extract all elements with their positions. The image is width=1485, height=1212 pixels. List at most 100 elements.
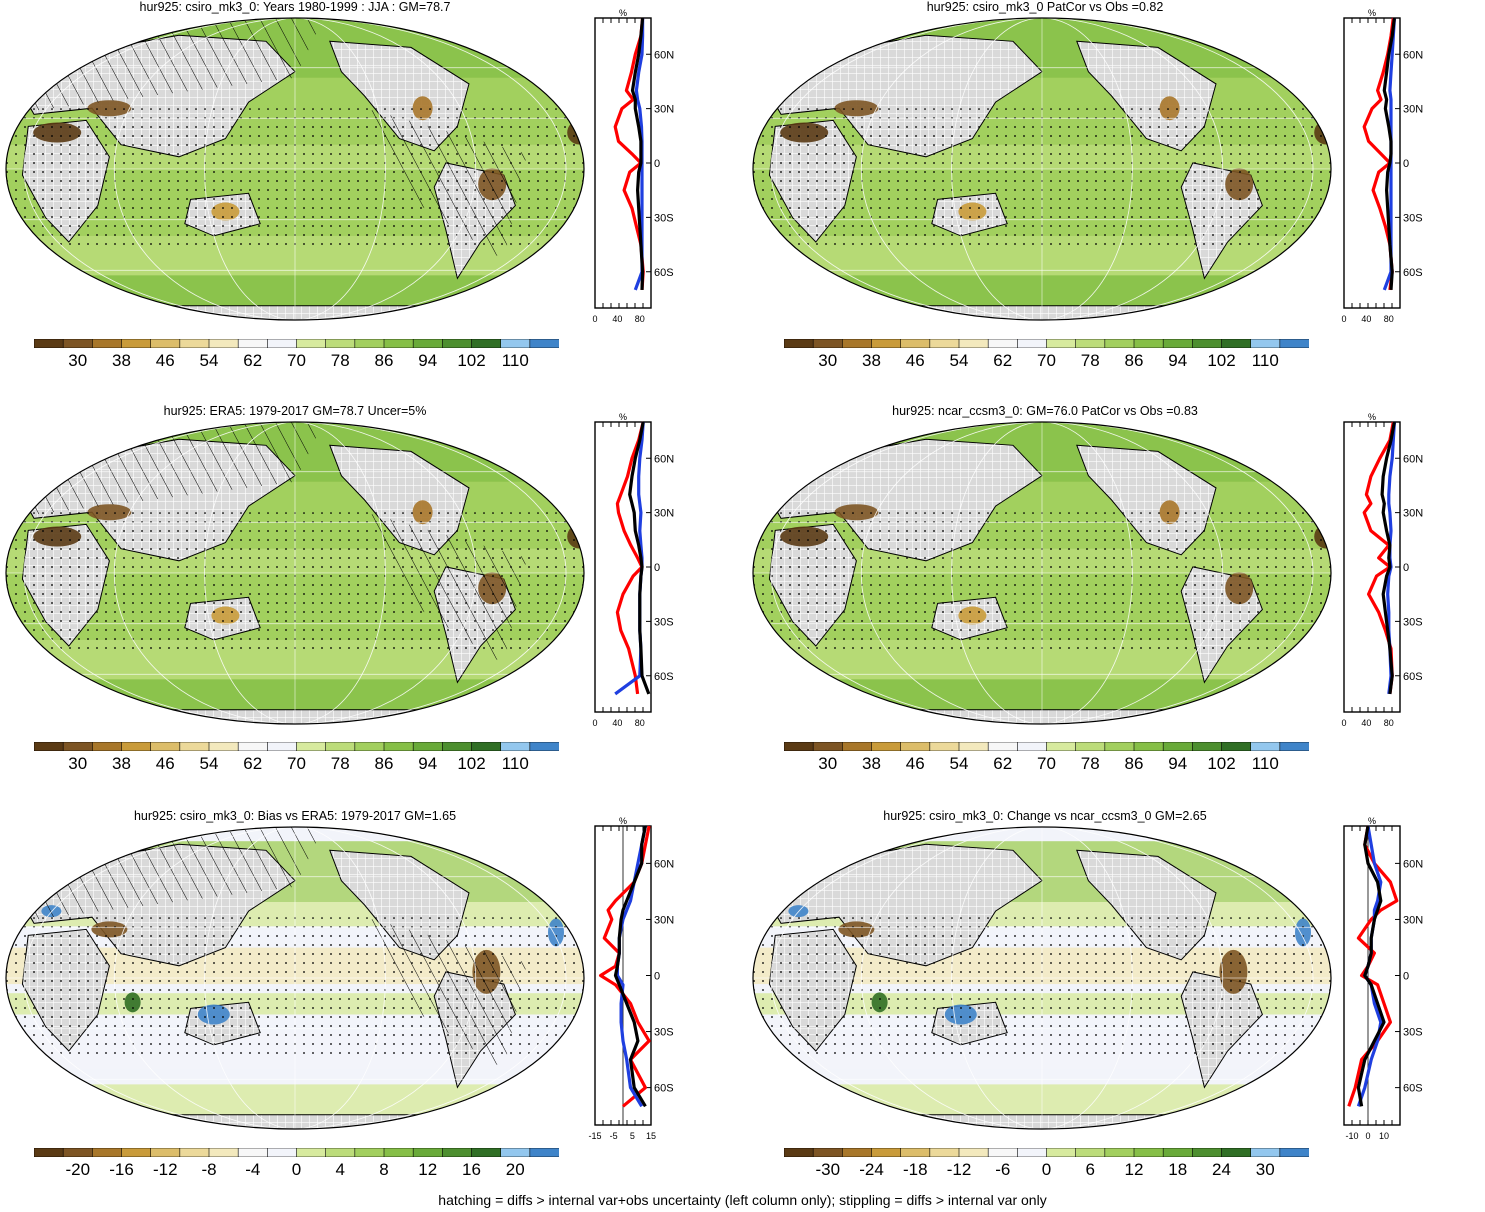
profile-lat-label: 60S (1403, 1083, 1423, 1095)
map-border (752, 17, 1332, 321)
colorbar-swatch (500, 742, 531, 751)
colorbar (34, 339, 559, 348)
colorbar-tick-label: 38 (112, 351, 131, 370)
colorbar-tick-label: 46 (905, 754, 925, 773)
profile-unit-label: % (619, 412, 627, 422)
colorbar-swatch (1017, 742, 1048, 751)
colorbar (784, 742, 1309, 751)
colorbar-swatch (412, 742, 444, 751)
map-graticule (113, 827, 477, 1129)
colorbar-swatch (929, 1148, 960, 1157)
world-map (752, 421, 1332, 725)
map-graticule (113, 422, 477, 724)
map-graticule (770, 18, 1314, 320)
colorbar-tick-label: 18 (1168, 1160, 1188, 1179)
profile-lat-label: 30N (654, 104, 674, 116)
colorbar (34, 1148, 559, 1157)
colorbar-tick-label: 102 (1207, 754, 1236, 773)
colorbar-swatch (1192, 742, 1223, 751)
colorbar-swatch (325, 1148, 356, 1157)
colorbar-swatch (1046, 339, 1077, 348)
colorbar-labels: -30 -24 -18 -12 -6 0 6 12 18 24 30 (784, 1160, 1309, 1182)
colorbar-swatch (442, 742, 473, 751)
colorbar-swatch (92, 1148, 123, 1157)
profile-x-label: 80 (635, 314, 645, 324)
map-graticule (860, 422, 1224, 724)
colorbar-swatch (34, 742, 64, 751)
colorbar-tick-label: 46 (155, 351, 175, 370)
colorbar-swatch (471, 339, 502, 348)
profile-x-label: 10 (1379, 1131, 1389, 1141)
colorbar-swatch (208, 339, 239, 348)
colorbar-swatch (529, 1148, 559, 1157)
colorbar-swatch (383, 339, 414, 348)
colorbar-labels: 30 38 46 54 62 70 78 86 94 102 110 (34, 351, 559, 373)
profile-lat-label: 60N (1403, 453, 1423, 465)
colorbar-tick-label: 30 (818, 351, 838, 370)
colorbar-swatch (1104, 742, 1135, 751)
zonal-profile-plot: % 60N 30N 0 30S 60S 0 40 80 (1341, 412, 1423, 728)
colorbar-tick-label: 94 (1168, 754, 1188, 773)
colorbar-tick-label: 30 (818, 754, 838, 773)
colorbar-swatch (1250, 339, 1281, 348)
colorbar-swatch (34, 339, 64, 348)
colorbar-swatch (354, 339, 385, 348)
profile-lat-label: 30S (654, 1027, 674, 1039)
profile-lat-label: 30N (1403, 104, 1423, 116)
colorbar-swatch (1162, 339, 1194, 348)
colorbar-swatch (871, 742, 902, 751)
colorbar-tick-label: 0 (1041, 1160, 1052, 1179)
colorbar-tick-label: 8 (379, 1160, 389, 1179)
colorbar-swatch (179, 339, 210, 348)
colorbar-swatch (267, 1148, 298, 1157)
colorbar-swatch (237, 1148, 269, 1157)
map-anomaly-patch (788, 905, 809, 918)
colorbar-tick-label: 54 (199, 351, 219, 370)
profile-lat-label: 30S (1403, 212, 1423, 224)
profile-lat-label: 60S (654, 267, 674, 279)
colorbar-swatch (812, 742, 844, 751)
colorbar-swatch (267, 339, 298, 348)
world-map (5, 421, 585, 725)
colorbar-swatch (812, 339, 844, 348)
colorbar-tick-label: -16 (109, 1160, 134, 1179)
colorbar-swatch (62, 339, 94, 348)
colorbar-swatch (1279, 742, 1309, 751)
profile-x-label: 40 (612, 314, 622, 324)
colorbar-swatch (1250, 742, 1281, 751)
profile-lat-label: 60N (1403, 49, 1423, 61)
world-map (5, 826, 585, 1130)
zonal-profile-plot: % 60N 30N 0 30S 60S -10 0 10 (1343, 816, 1423, 1141)
map-border (5, 421, 585, 725)
colorbar-tick-label: -20 (65, 1160, 91, 1179)
colorbar-swatch (1104, 339, 1135, 348)
colorbar-swatch (121, 742, 152, 751)
colorbar-tick-label: 24 (1212, 1160, 1231, 1179)
profile-lat-label: 30S (654, 616, 674, 628)
colorbar-swatch (929, 742, 960, 751)
colorbar-swatch (1046, 742, 1077, 751)
colorbar-swatch (296, 1148, 327, 1157)
colorbar-swatch (842, 339, 873, 348)
colorbar-tick-label: -24 (859, 1160, 884, 1179)
profile-lat-label: 0 (1403, 971, 1409, 983)
profile-lat-label: 0 (1403, 562, 1409, 574)
profile-x-label: 80 (1384, 314, 1394, 324)
map-graticule (23, 827, 567, 1129)
colorbar-tick-label: 110 (501, 351, 529, 370)
colorbar-tick-label: 102 (1207, 351, 1236, 370)
colorbar-swatch (1192, 1148, 1223, 1157)
profile-lat-label: 30S (1403, 1027, 1423, 1039)
colorbar-labels: 30 38 46 54 62 70 78 86 94 102 110 (34, 754, 559, 776)
colorbar-swatch (1250, 1148, 1281, 1157)
map-graticule (951, 18, 1133, 320)
panel-title: hur925: csiro_mk3_0: Change vs ncar_ccsm… (883, 809, 1207, 823)
map-graticule (23, 422, 567, 724)
panel-title: hur925: csiro_mk3_0: Bias vs ERA5: 1979-… (133, 809, 457, 823)
colorbar-swatch (529, 339, 559, 348)
profile-lat-label: 30N (1403, 508, 1423, 520)
colorbar-swatch (1221, 742, 1252, 751)
profile-lat-label: 30S (1403, 616, 1423, 628)
colorbar-swatch (471, 742, 502, 751)
panel-title: hur925: ERA5: 1979-2017 GM=78.7 Uncer=5% (163, 404, 427, 418)
